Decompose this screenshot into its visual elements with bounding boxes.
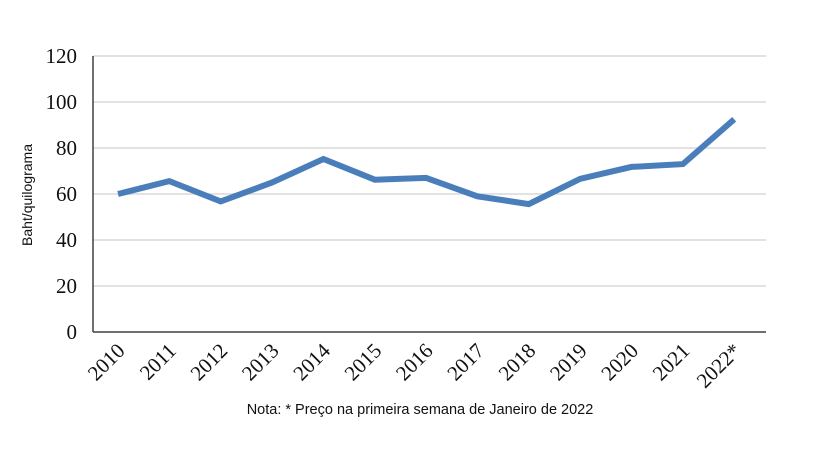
- y-tick-label: 60: [56, 182, 77, 206]
- x-tick-label: 2016: [391, 339, 438, 386]
- y-tick-label: 0: [67, 320, 78, 344]
- x-tick-label: 2022*: [692, 339, 746, 393]
- y-axis-ticks: 0 20 40 60 80 100 120: [46, 44, 78, 344]
- x-tick-label: 2011: [135, 339, 181, 385]
- gridlines: [93, 55, 766, 287]
- y-tick-label: 80: [56, 136, 77, 160]
- x-tick-label: 2014: [288, 338, 335, 385]
- x-tick-label: 2010: [83, 339, 130, 386]
- y-axis-label: Baht/quilograma: [19, 144, 35, 246]
- x-axis-ticks: 2010 2011 2012 2013 2014 2015 2016 2017 2018 2019…: [83, 338, 746, 392]
- y-tick-label: 20: [56, 274, 77, 298]
- chart-footnote: Nota: * Preço na primeira semana de Jane…: [246, 402, 594, 418]
- y-tick-label: 100: [46, 90, 78, 114]
- x-tick-label: 2015: [340, 339, 387, 386]
- x-tick-label: 2012: [186, 339, 233, 386]
- x-tick-label: 2021: [648, 339, 695, 386]
- x-tick-label: 2013: [237, 339, 284, 386]
- price-series-line: [117, 117, 737, 208]
- x-tick-label: 2019: [545, 339, 592, 386]
- x-tick-label: 2018: [494, 339, 541, 386]
- x-tick-label: 2020: [596, 339, 643, 386]
- y-tick-label: 120: [46, 44, 78, 68]
- y-tick-label: 40: [56, 228, 77, 252]
- x-tick-label: 2017: [442, 339, 489, 386]
